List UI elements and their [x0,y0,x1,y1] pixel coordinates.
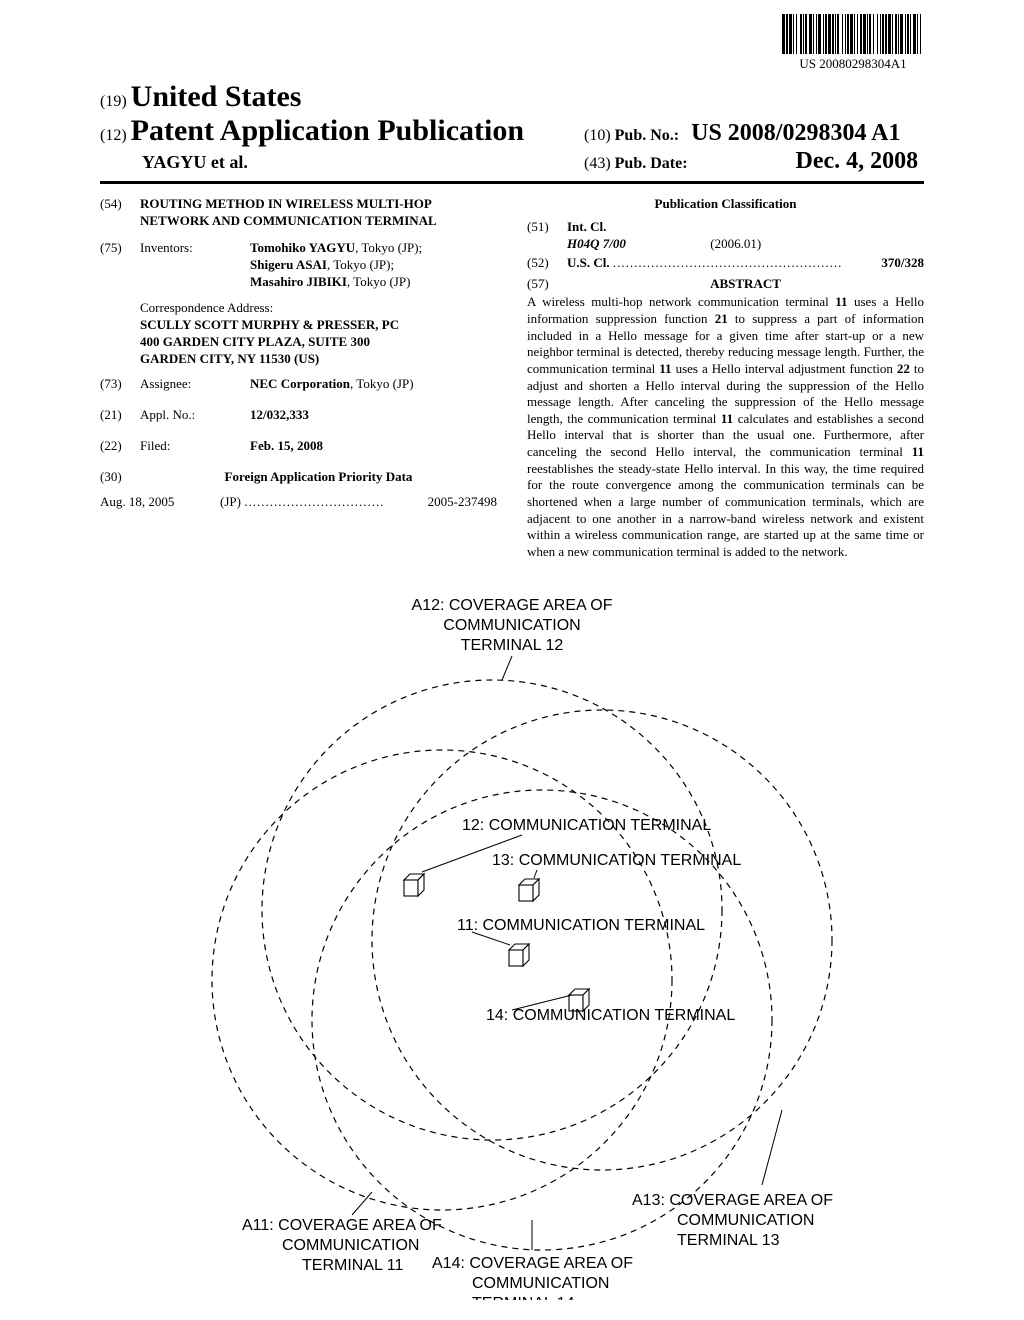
leader-a13 [762,1110,782,1185]
code-12: (12) [100,127,127,144]
correspondence-line-1: SCULLY SCOTT MURPHY & PRESSER, PC [140,317,497,334]
priority-number: 2005-237498 [428,494,497,511]
code-19: (19) [100,93,127,110]
intcl-value: H04Q 7/00 [567,236,626,251]
label-a11-1: A11: COVERAGE AREA OF [242,1217,442,1234]
label-t13: 13: COMMUNICATION TERMINAL [492,852,741,869]
priority-dots [244,494,384,509]
coverage-a13 [372,710,832,1170]
code-43: (43) [584,155,611,172]
biblio-columns: (54) ROUTING METHOD IN WIRELESS MULTI-HO… [100,196,924,560]
assignee-value: NEC Corporation, Tokyo (JP) [250,376,497,393]
leader-t13 [534,870,537,878]
abstract-label: ABSTRACT [710,276,781,291]
code-54: (54) [100,196,140,230]
terminal-11-icon [509,944,529,966]
label-a12-1: A12: COVERAGE AREA OF [412,597,613,614]
uscl-label: U.S. Cl. [567,255,610,270]
country: United States [131,80,302,113]
assignee-label: Assignee: [140,376,250,393]
code-30: (30) [100,469,140,486]
label-a13-1: A13: COVERAGE AREA OF [632,1192,833,1209]
priority-heading: Foreign Application Priority Data [225,469,413,484]
code-22: (22) [100,438,140,455]
label-a13-2: COMMUNICATION [677,1212,814,1229]
priority-date: Aug. 18, 2005 [100,494,220,511]
right-column: Publication Classification (51) Int. Cl.… [527,196,924,560]
leader-a12 [502,656,512,680]
classification-heading: Publication Classification [527,196,924,213]
label-a13-3: TERMINAL 13 [677,1232,780,1249]
priority-country: (JP) [220,494,241,509]
label-a11-2: COMMUNICATION [282,1237,419,1254]
label-t11: 11: COMMUNICATION TERMINAL [457,917,705,934]
pubdate-value: Dec. 4, 2008 [796,148,919,174]
left-column: (54) ROUTING METHOD IN WIRELESS MULTI-HO… [100,196,497,560]
inventors-label: Inventors: [140,240,250,291]
doc-type: Patent Application Publication [131,114,524,147]
code-52: (52) [527,255,567,272]
invention-title: ROUTING METHOD IN WIRELESS MULTI-HOP NET… [140,196,497,230]
pubdate-label: Pub. Date: [615,155,688,172]
label-a12-2: COMMUNICATION [443,617,580,634]
code-57: (57) [527,276,567,293]
pubno-label: Pub. No.: [615,127,679,144]
applno-label: Appl. No.: [140,407,250,424]
label-a12-3: TERMINAL 12 [461,637,564,654]
label-a11-3: TERMINAL 11 [302,1257,403,1274]
correspondence-line-3: GARDEN CITY, NY 11530 (US) [140,351,497,368]
pubno-value: US 2008/0298304 A1 [691,120,900,146]
intcl-year: (2006.01) [710,236,761,251]
label-a14-1: A14: COVERAGE AREA OF [432,1255,633,1272]
header-rule [100,181,924,184]
label-t12: 12: COMMUNICATION TERMINAL [462,817,711,834]
label-a14-2: COMMUNICATION [472,1275,609,1292]
inventors-value: Tomohiko YAGYU, Tokyo (JP); Shigeru ASAI… [250,240,497,291]
figure: A12: COVERAGE AREA OF COMMUNICATION TERM… [0,580,1024,1280]
uscl-value: 370/328 [881,255,924,272]
code-75: (75) [100,240,140,291]
code-51: (51) [527,219,567,253]
label-a14-3: TERMINAL 14 [472,1295,575,1300]
correspondence-label: Correspondence Address: [140,300,497,317]
barcode-block: US 20080298304A1 [782,14,924,72]
code-21: (21) [100,407,140,424]
filed-label: Filed: [140,438,250,455]
abstract-text: A wireless multi-hop network communicati… [527,294,924,560]
correspondence-block: Correspondence Address: SCULLY SCOTT MUR… [140,300,497,368]
barcode [782,14,924,54]
barcode-text: US 20080298304A1 [782,56,924,72]
filed-value: Feb. 15, 2008 [250,438,323,453]
terminal-12-icon [404,874,424,896]
header: (19) United States (12) Patent Applicati… [100,80,924,184]
intcl-label: Int. Cl. [567,219,606,234]
label-t14: 14: COMMUNICATION TERMINAL [486,1007,735,1024]
inventor-surname: YAGYU et al. [142,152,248,172]
uscl-dots [613,255,843,270]
code-73: (73) [100,376,140,393]
correspondence-line-2: 400 GARDEN CITY PLAZA, SUITE 300 [140,334,497,351]
terminal-13-icon [519,879,539,901]
code-10: (10) [584,127,611,144]
applno-value: 12/032,333 [250,407,309,422]
